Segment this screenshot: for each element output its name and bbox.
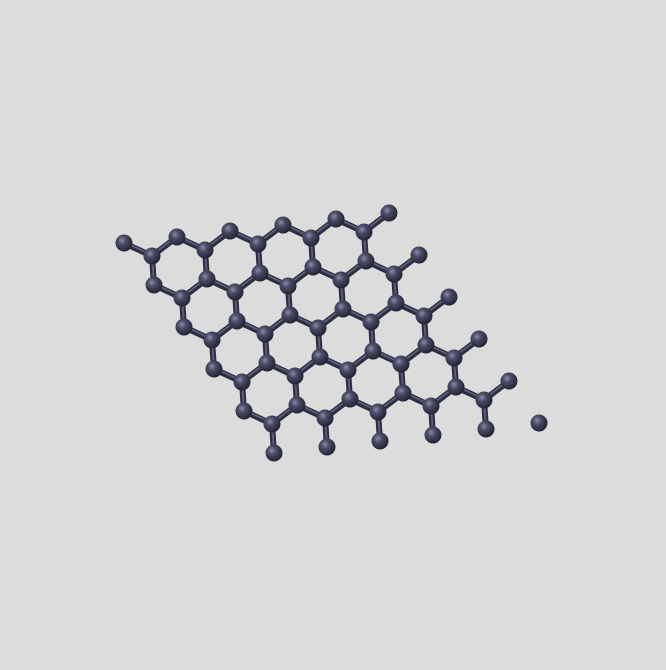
atoms [115,204,548,462]
atom [355,223,373,241]
atom [251,264,269,282]
atom [168,228,186,246]
atom [417,336,435,354]
atom [288,396,306,414]
atom [256,325,274,343]
atom [410,246,428,264]
atom [263,415,281,433]
atom [249,235,267,253]
atom [279,277,297,295]
atom [371,432,389,450]
atom [341,390,359,408]
atom [316,409,334,427]
atom [258,354,276,372]
atom [357,252,375,270]
atom [265,444,283,462]
atom [175,318,193,336]
atom [530,414,548,432]
atom [380,204,398,222]
atom [311,348,329,366]
atom [318,438,336,456]
atom [203,331,221,349]
atom [173,289,191,307]
atom [394,384,412,402]
atom [302,229,320,247]
atom [286,367,304,385]
atom [221,222,239,240]
atom [447,378,465,396]
atom [470,330,488,348]
atom [500,372,518,390]
atom [205,360,223,378]
atom [274,216,292,234]
atom [332,271,350,289]
atom [281,306,299,324]
atom [309,319,327,337]
atom [415,307,433,325]
atom [362,313,380,331]
atom [115,234,133,252]
atom [392,355,410,373]
atom [387,294,405,312]
atom [304,258,322,276]
atom [198,270,216,288]
atom [475,391,493,409]
atom [196,241,214,259]
atom [440,288,458,306]
atom [228,312,246,330]
atom [445,349,463,367]
atom [339,361,357,379]
atom [422,397,440,415]
atom [334,300,352,318]
atom [226,283,244,301]
atom [145,276,163,294]
atom [385,265,403,283]
atom [235,402,253,420]
atom [477,420,495,438]
atom [369,403,387,421]
atom [424,426,442,444]
atom [364,342,382,360]
atom [327,210,345,228]
atom [143,247,161,265]
atom [233,373,251,391]
